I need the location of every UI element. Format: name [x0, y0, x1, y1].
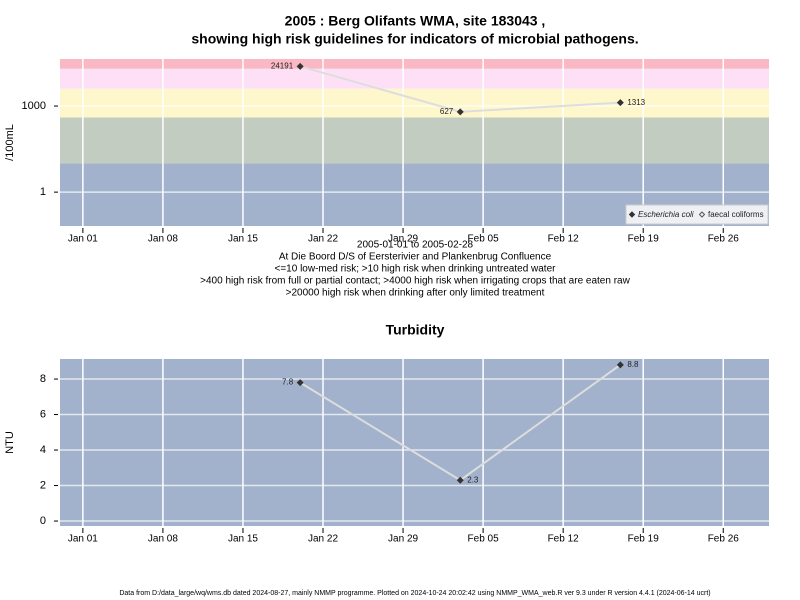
risk-band	[60, 88, 769, 118]
legend-label: faecal coliforms	[708, 210, 764, 219]
x-tick-label: Feb 26	[708, 234, 740, 245]
x-tick-label: Feb 05	[468, 534, 500, 545]
y-tick-label: 0	[40, 515, 46, 527]
x-tick-label: Jan 29	[388, 234, 418, 245]
x-tick-label: Feb 19	[628, 534, 660, 545]
data-point	[456, 476, 464, 484]
x-tick-label: Jan 15	[228, 534, 258, 545]
legend-box	[625, 204, 769, 225]
y-tick-label: 2	[40, 479, 46, 491]
value-label: 627	[440, 107, 454, 116]
legend-marker	[628, 211, 636, 218]
risk-band	[60, 59, 769, 69]
plot-background	[60, 359, 769, 526]
y-tick-label: 4	[40, 444, 46, 456]
x-tick-label: Feb 05	[468, 234, 500, 245]
footer: Data from D:/data_large/wq/wms.db dated …	[119, 590, 710, 597]
note: <=10 low-med risk; >10 high risk when dr…	[275, 264, 557, 275]
y-axis-label: NTU	[4, 431, 16, 454]
x-tick-label: Feb 12	[548, 534, 580, 545]
legend-marker	[698, 211, 706, 218]
value-label: 8.8	[627, 360, 639, 369]
note: At Die Boord D/S of Eersterivier and Pla…	[279, 252, 552, 263]
value-label: 2.3	[467, 475, 479, 484]
y-tick-label: 8	[40, 373, 46, 385]
x-tick-label: Jan 08	[148, 234, 178, 245]
x-tick-label: Jan 29	[388, 534, 418, 545]
data-point	[296, 379, 304, 387]
note: >400 high risk from full or partial cont…	[200, 276, 630, 287]
y-axis-label: /100mL	[4, 124, 16, 161]
x-tick-label: Jan 22	[308, 534, 338, 545]
chart-title: Turbidity	[386, 322, 445, 338]
x-tick-label: Jan 08	[148, 534, 178, 545]
note: 2005-01-01 to 2005-02-28	[357, 240, 474, 251]
y-tick-label: 1000	[22, 100, 46, 112]
chart-title: 2005 : Berg Olifants WMA, site 183043 ,	[285, 13, 546, 29]
y-tick-label: 1	[40, 186, 46, 198]
data-point	[296, 62, 304, 70]
data-point	[456, 108, 464, 116]
x-tick-label: Jan 15	[228, 234, 258, 245]
value-label: 7.8	[282, 378, 294, 387]
data-point	[616, 99, 624, 107]
data-point	[616, 361, 624, 369]
note: >20000 high risk when drinking after onl…	[286, 288, 545, 299]
value-label: 1313	[627, 98, 645, 107]
x-tick-label: Jan 01	[68, 534, 98, 545]
x-tick-label: Feb 12	[548, 234, 580, 245]
y-tick-label: 6	[40, 408, 46, 420]
risk-band	[60, 117, 769, 164]
legend-label: Escherichia coli	[638, 210, 694, 219]
x-tick-label: Jan 01	[68, 234, 98, 245]
x-tick-label: Feb 26	[708, 534, 740, 545]
x-tick-label: Feb 19	[628, 234, 660, 245]
value-label: 24191	[271, 61, 294, 70]
x-tick-label: Jan 22	[308, 234, 338, 245]
risk-band	[60, 68, 769, 89]
chart-title: showing high risk guidelines for indicat…	[191, 31, 638, 47]
